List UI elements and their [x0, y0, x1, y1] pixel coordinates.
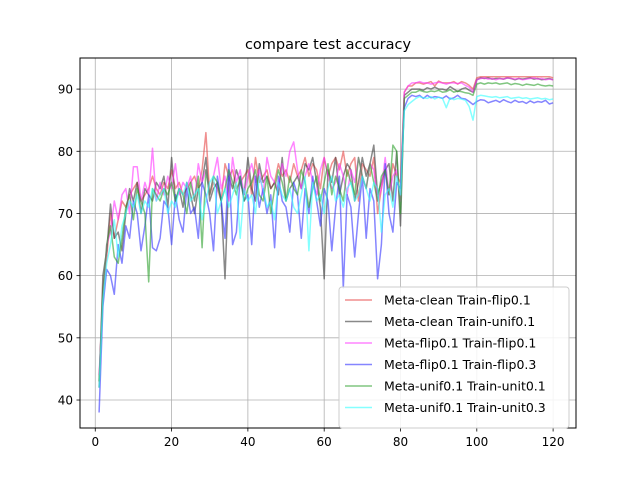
- legend-label: Meta-unif0.1 Train-unit0.1: [384, 379, 546, 394]
- series-line-5: [98, 82, 554, 382]
- plot-frame: [79, 57, 577, 429]
- x-tick-label: 100: [465, 435, 488, 449]
- x-axis-ticks: 0 20 40 60 80 100 120: [91, 428, 565, 449]
- series-line-4: [98, 94, 554, 413]
- x-tick-label: 0: [91, 435, 99, 449]
- legend-label: Meta-flip0.1 Train-flip0.3: [384, 357, 536, 372]
- x-tick-label: 120: [542, 435, 565, 449]
- y-tick-label: 80: [58, 145, 73, 159]
- legend: Meta-clean Train-flip0.1 Meta-clean Train…: [338, 286, 570, 429]
- y-tick-label: 70: [58, 207, 73, 221]
- x-tick-label: 40: [240, 435, 255, 449]
- y-tick-label: 90: [58, 83, 73, 97]
- y-tick-label: 60: [58, 269, 73, 283]
- chart-title: compare test accuracy: [245, 37, 412, 53]
- x-tick-label: 60: [317, 435, 332, 449]
- series-line-6: [98, 94, 554, 388]
- y-tick-label: 40: [58, 394, 73, 408]
- legend-label: Meta-unif0.1 Train-unit0.3: [384, 400, 546, 415]
- series-line-3: [98, 77, 554, 376]
- legend-box: [338, 286, 570, 429]
- x-tick-label: 80: [393, 435, 408, 449]
- y-tick-label: 50: [58, 331, 73, 345]
- legend-label: Meta-flip0.1 Train-flip0.1: [384, 336, 536, 351]
- y-axis-ticks: 40 50 60 70 80 90: [58, 83, 80, 408]
- x-tick-label: 20: [164, 435, 179, 449]
- legend-label: Meta-clean Train-unif0.1: [384, 314, 535, 329]
- legend-label: Meta-clean Train-flip0.1: [384, 293, 531, 308]
- series-lines: [98, 75, 554, 413]
